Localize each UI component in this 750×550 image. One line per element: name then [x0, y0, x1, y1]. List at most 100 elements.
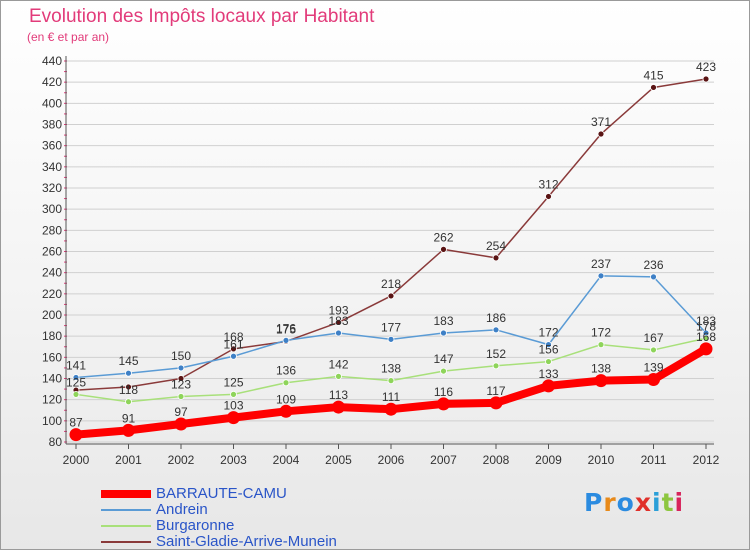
legend-label: Burgaronne [156, 517, 235, 534]
y-tick-label: 360 [42, 139, 62, 153]
data-point [597, 341, 605, 349]
data-point [227, 411, 240, 425]
x-tick-label: 2012 [693, 453, 720, 467]
data-label: 111 [382, 390, 401, 404]
legend-label: BARRAUTE-CAMU [156, 485, 287, 502]
chart-title: Evolution des Impôts locaux par Habitant [29, 6, 375, 27]
data-point [335, 372, 342, 380]
y-tick-label: 380 [42, 118, 62, 132]
data-label: 118 [119, 383, 138, 397]
data-point [594, 374, 608, 388]
data-point [177, 364, 185, 372]
data-point [332, 400, 345, 414]
y-tick-label: 440 [42, 54, 62, 68]
data-label: 133 [538, 367, 558, 381]
x-tick-label: 2008 [483, 453, 510, 467]
data-point [72, 390, 80, 398]
logo-letter: i [674, 488, 685, 517]
data-point [492, 254, 500, 262]
logo-letter: P [584, 488, 604, 517]
y-tick-label: 140 [42, 372, 62, 386]
data-label: 172 [591, 326, 611, 340]
data-point [440, 367, 447, 375]
y-tick-label: 340 [42, 160, 62, 174]
y-tick-label: 320 [42, 181, 62, 195]
legend-swatch [101, 525, 151, 527]
y-tick-label: 280 [42, 223, 62, 237]
proxiti-logo[interactable]: Proxiti [584, 488, 684, 517]
data-label: 123 [171, 377, 191, 391]
data-point [437, 397, 450, 411]
data-label: 142 [328, 357, 348, 371]
data-point [440, 245, 447, 253]
data-point [650, 273, 657, 281]
data-label: 177 [381, 320, 401, 334]
data-point [597, 272, 605, 280]
data-label: 125 [223, 375, 243, 389]
data-point [542, 379, 555, 393]
y-tick-label: 180 [42, 329, 62, 343]
logo-letter: t [661, 488, 675, 517]
data-label: 168 [696, 330, 716, 344]
data-point [122, 423, 135, 437]
data-point [125, 398, 132, 406]
data-point [492, 362, 500, 370]
data-label: 254 [486, 239, 506, 253]
data-label: 183 [696, 314, 716, 328]
data-label: 193 [328, 303, 348, 317]
logo-letter: i [652, 488, 662, 517]
data-label: 116 [434, 385, 453, 399]
data-label: 178 [696, 319, 716, 333]
y-tick-label: 100 [42, 414, 62, 428]
data-label: 237 [591, 257, 611, 271]
x-tick-label: 2011 [641, 453, 667, 467]
data-point [174, 417, 188, 431]
data-label: 183 [433, 314, 453, 328]
data-point [177, 393, 185, 400]
data-label: 168 [223, 330, 243, 344]
data-label: 136 [276, 364, 296, 378]
data-label: 371 [591, 115, 611, 129]
logo-letter: x [634, 488, 652, 517]
x-tick-label: 2009 [535, 453, 562, 467]
data-point [230, 345, 237, 353]
data-point [545, 358, 552, 365]
x-tick-label: 2001 [115, 453, 142, 467]
data-label: 172 [538, 326, 558, 340]
data-point [545, 341, 552, 349]
data-point [545, 193, 552, 200]
y-tick-label: 220 [42, 287, 62, 301]
x-tick-label: 2004 [273, 453, 300, 467]
data-point [440, 329, 447, 337]
data-point [177, 375, 185, 382]
data-label: 218 [381, 277, 401, 291]
data-label: 312 [538, 177, 558, 191]
data-point [279, 404, 293, 418]
x-tick-label: 2006 [378, 453, 405, 467]
data-label: 87 [69, 416, 83, 430]
data-point [230, 352, 237, 360]
logo-letter: r [603, 488, 617, 517]
data-label: 423 [696, 60, 716, 74]
y-tick-label: 260 [42, 245, 62, 259]
y-tick-label: 300 [42, 202, 62, 216]
data-label: 138 [591, 362, 611, 376]
data-point [282, 336, 290, 344]
y-tick-label: 420 [42, 75, 62, 89]
x-tick-label: 2003 [220, 453, 247, 467]
legend-swatch [101, 541, 151, 543]
data-point [647, 373, 660, 387]
y-tick-label: 200 [42, 308, 62, 322]
data-label: 167 [643, 331, 663, 345]
data-point [125, 383, 132, 391]
x-tick-label: 2000 [63, 453, 90, 467]
data-label: 152 [486, 347, 506, 361]
data-point [702, 334, 710, 342]
data-label: 141 [66, 358, 86, 372]
data-point [650, 84, 657, 91]
y-tick-label: 240 [42, 266, 62, 280]
data-label: 161 [223, 337, 243, 351]
legend-swatch [101, 490, 151, 498]
data-point [492, 326, 500, 334]
data-point [650, 346, 657, 354]
